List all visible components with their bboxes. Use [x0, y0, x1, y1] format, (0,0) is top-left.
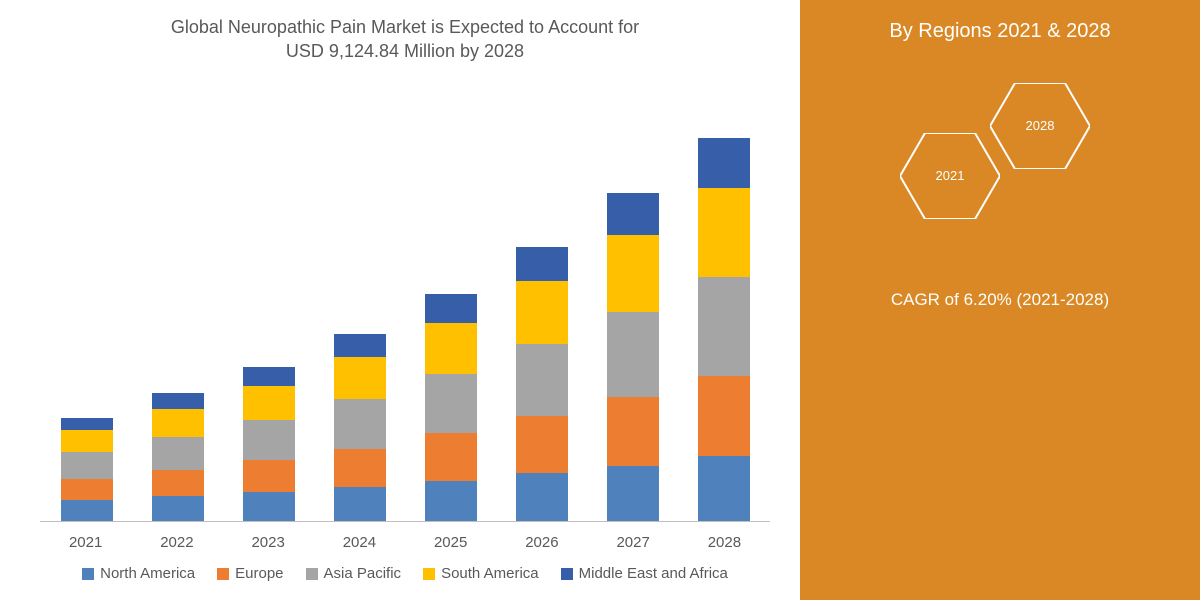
- bar-segment: [516, 473, 568, 521]
- bar-segment: [152, 437, 204, 469]
- bar-segment: [243, 492, 295, 521]
- bar-stack: [243, 367, 295, 521]
- bar-segment: [698, 138, 750, 188]
- bar-segment: [698, 188, 750, 278]
- bar-column: [325, 334, 395, 521]
- legend-item: North America: [82, 565, 195, 582]
- bar-stack: [607, 193, 659, 521]
- bar-segment: [152, 496, 204, 521]
- legend-label: Europe: [235, 565, 283, 582]
- x-tick-label: 2023: [233, 534, 303, 551]
- bar-segment: [425, 481, 477, 521]
- bar-segment: [334, 334, 386, 357]
- bar-stack: [61, 418, 113, 521]
- legend-label: North America: [100, 565, 195, 582]
- bar-column: [52, 418, 122, 521]
- hex-label-2021: 2021: [930, 169, 971, 184]
- bar-column: [234, 367, 304, 521]
- chart-title-line2: USD 9,124.84 Million by 2028: [286, 41, 524, 61]
- hex-label-2028: 2028: [1020, 119, 1061, 134]
- bar-segment: [152, 409, 204, 438]
- bar-stack: [516, 247, 568, 521]
- bar-segment: [61, 479, 113, 500]
- bar-segment: [61, 418, 113, 429]
- x-tick-label: 2026: [507, 534, 577, 551]
- bar-segment: [698, 376, 750, 456]
- bar-segment: [607, 235, 659, 311]
- hex-graphic: 2021 2028: [890, 63, 1110, 263]
- bar-segment: [607, 312, 659, 398]
- legend-swatch: [306, 568, 318, 580]
- x-tick-label: 2028: [689, 534, 759, 551]
- bar-segment: [152, 393, 204, 408]
- bar-segment: [334, 399, 386, 449]
- side-panel: By Regions 2021 & 2028 2021 2028 CAGR of…: [800, 0, 1200, 600]
- bar-stack: [152, 393, 204, 521]
- bar-stack: [698, 138, 750, 521]
- x-tick-label: 2027: [598, 534, 668, 551]
- bar-segment: [61, 452, 113, 479]
- bar-segment: [425, 323, 477, 374]
- x-tick-label: 2021: [51, 534, 121, 551]
- bar-segment: [334, 357, 386, 399]
- bar-segment: [152, 470, 204, 497]
- legend-label: Asia Pacific: [324, 565, 402, 582]
- bar-segment: [243, 420, 295, 460]
- chart-legend: North America Europe Asia Pacific South Ame…: [30, 551, 780, 590]
- x-tick-label: 2024: [324, 534, 394, 551]
- bar-stack: [334, 334, 386, 521]
- bar-segment: [425, 294, 477, 323]
- bar-stack: [425, 294, 477, 521]
- bar-segment: [61, 430, 113, 453]
- bar-column: [689, 138, 759, 521]
- bar-segment: [425, 433, 477, 481]
- bar-segment: [243, 460, 295, 492]
- bar-segment: [516, 416, 568, 473]
- chart-title-line1: Global Neuropathic Pain Market is Expect…: [171, 17, 639, 37]
- bar-column: [143, 393, 213, 521]
- legend-label: Middle East and Africa: [579, 565, 728, 582]
- bar-segment: [516, 247, 568, 281]
- legend-item: Asia Pacific: [306, 565, 402, 582]
- bar-column: [507, 247, 577, 521]
- hex-2021: 2021: [900, 133, 1000, 219]
- legend-item: South America: [423, 565, 539, 582]
- legend-swatch: [217, 568, 229, 580]
- x-tick-label: 2025: [416, 534, 486, 551]
- bar-segment: [243, 386, 295, 420]
- bar-segment: [607, 466, 659, 521]
- legend-item: Europe: [217, 565, 283, 582]
- legend-item: Middle East and Africa: [561, 565, 728, 582]
- bar-segment: [516, 281, 568, 344]
- bar-segment: [698, 277, 750, 376]
- bar-column: [598, 193, 668, 521]
- bar-segment: [607, 397, 659, 466]
- bar-segment: [243, 367, 295, 386]
- hex-2028: 2028: [990, 83, 1090, 169]
- bar-segment: [334, 449, 386, 487]
- chart-title: Global Neuropathic Pain Market is Expect…: [30, 15, 780, 64]
- legend-swatch: [82, 568, 94, 580]
- bar-segment: [516, 344, 568, 416]
- bar-segment: [698, 456, 750, 521]
- bar-column: [416, 294, 486, 521]
- legend-swatch: [561, 568, 573, 580]
- cagr-text: CAGR of 6.20% (2021-2028): [861, 288, 1139, 312]
- legend-label: South America: [441, 565, 539, 582]
- x-tick-label: 2022: [142, 534, 212, 551]
- side-panel-title: By Regions 2021 & 2028: [889, 20, 1110, 43]
- legend-swatch: [423, 568, 435, 580]
- bar-segment: [61, 500, 113, 521]
- x-axis-labels: 2021 2022 2023 2024 2025 2026 2027 2028: [30, 522, 780, 551]
- bar-segment: [334, 487, 386, 521]
- chart-plot-area: [30, 74, 780, 521]
- bar-segment: [607, 193, 659, 235]
- bar-segment: [425, 374, 477, 433]
